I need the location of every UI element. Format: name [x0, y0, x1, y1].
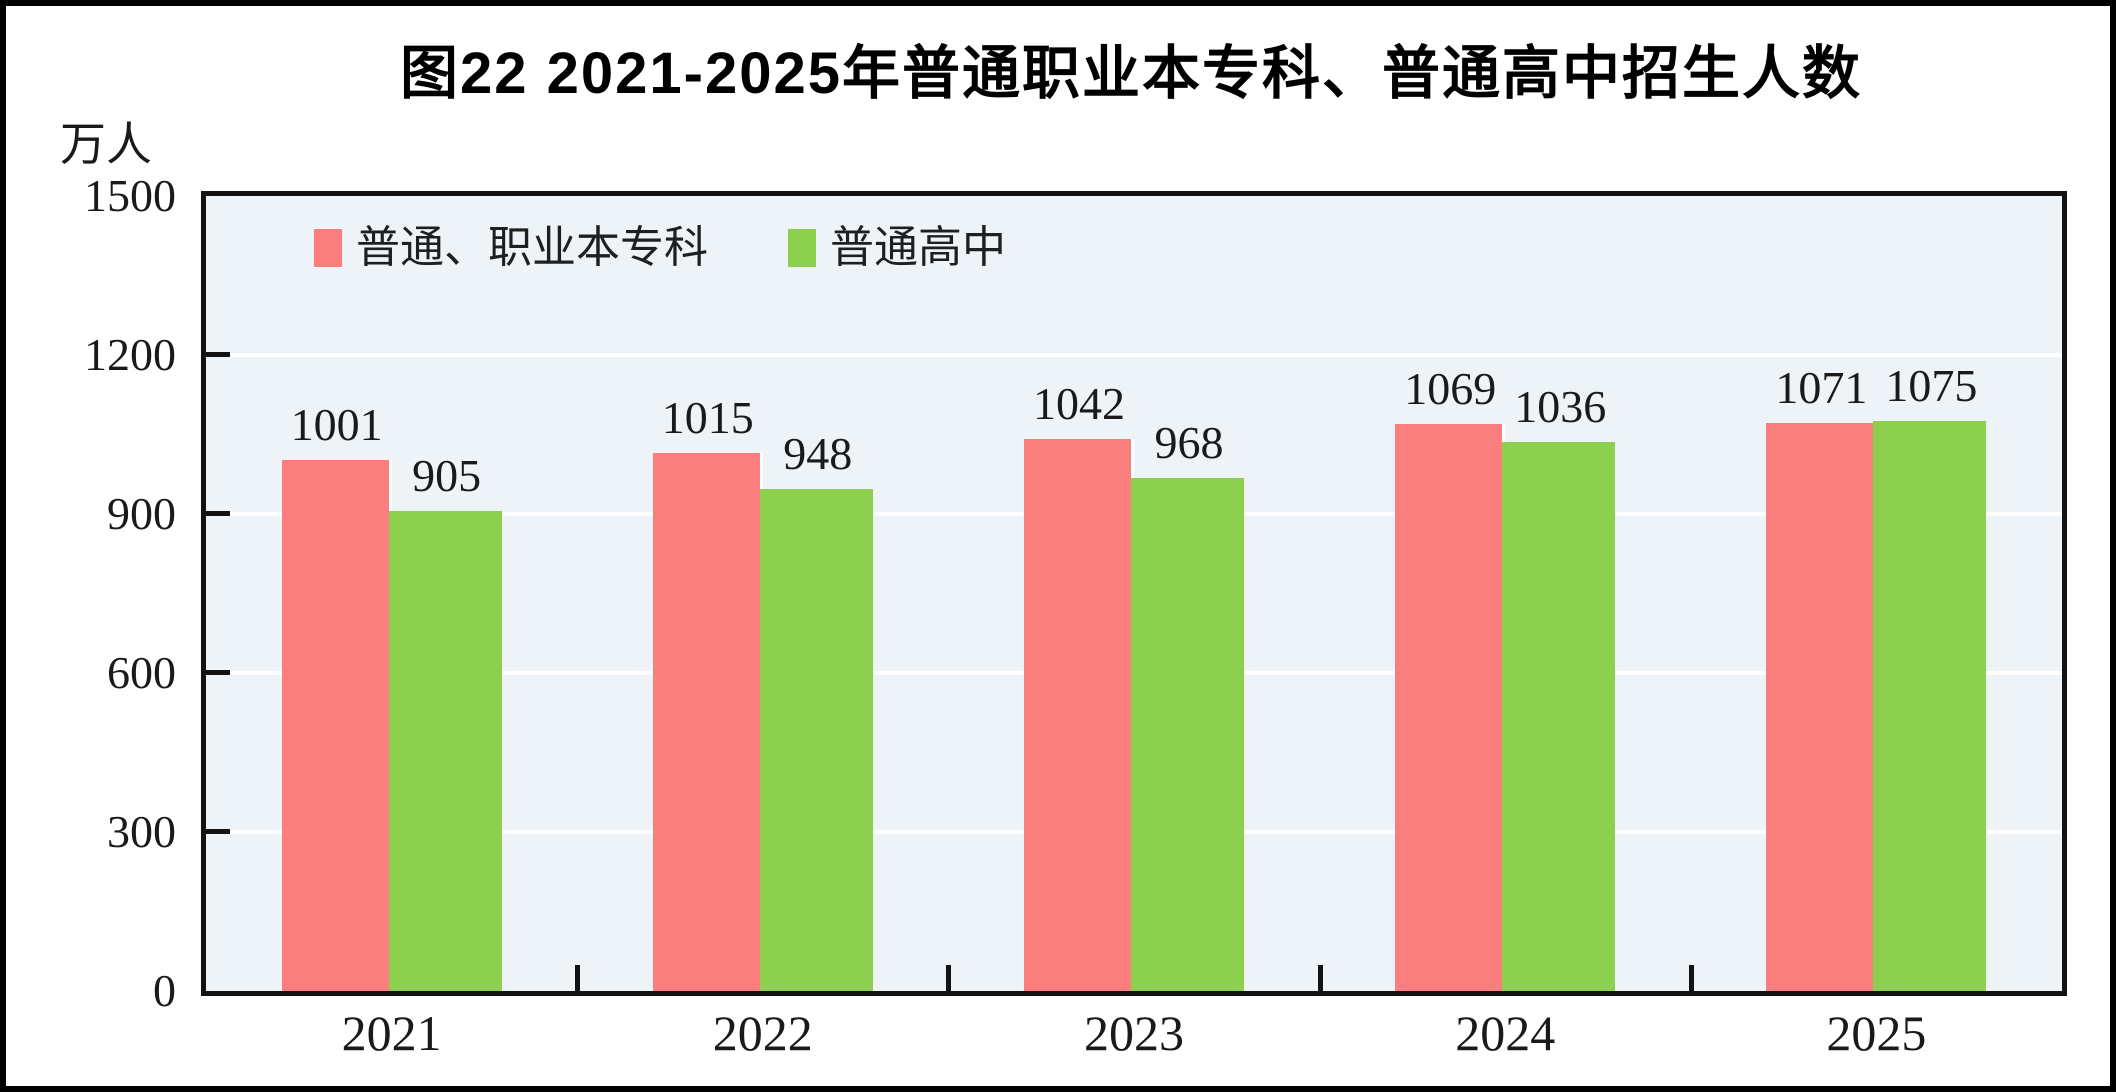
y-axis-tick-label-0: 0: [153, 965, 176, 1016]
bar-2023-series1: [1024, 438, 1134, 991]
y-tick-mark-900: [206, 511, 230, 516]
y-axis-tick-label-900: 900: [107, 488, 176, 539]
y-axis-tick-label-1500: 1500: [84, 170, 176, 221]
y-tick-mark-300: [206, 829, 230, 834]
bar-2022-series2: [759, 488, 873, 991]
y-tick-mark-600: [206, 670, 230, 675]
y-axis-tick-label-1200: 1200: [84, 329, 176, 380]
value-label-2023-series2: 968: [1154, 416, 1224, 468]
legend-item-gaozhong: 普通高中: [788, 226, 1006, 270]
series2-legend-label: 普通高中: [830, 223, 1006, 272]
x-tick-mark-1: [575, 965, 581, 991]
value-label-2025-series1: 1071: [1775, 362, 1868, 414]
gridline-1200: [206, 353, 2062, 357]
y-axis-tick-label-300: 300: [107, 806, 176, 857]
bar-2024-series1: [1395, 424, 1506, 991]
value-label-2022-series2: 948: [783, 427, 853, 479]
bar-2024-series2: [1502, 441, 1616, 991]
bar-2025-series2: [1873, 421, 1987, 991]
bar-2021-series2: [388, 511, 502, 991]
value-label-2021-series2: 905: [412, 450, 482, 502]
bar-2021-series1: [281, 460, 392, 991]
x-tick-mark-2: [946, 965, 952, 991]
x-tick-mark-4: [1688, 965, 1694, 991]
series1-legend-label: 普通、职业本专科: [356, 223, 708, 272]
value-label-2023-series1: 1042: [1033, 377, 1125, 429]
x-axis-label-2021: 2021: [341, 1005, 442, 1061]
value-label-2024-series2: 1036: [1514, 380, 1607, 432]
value-label-2021-series1: 1001: [290, 399, 383, 451]
y-tick-mark-1200: [206, 352, 230, 357]
series2-legend-swatch-icon: [788, 229, 816, 267]
value-label-2025-series2: 1075: [1885, 360, 1978, 412]
x-axis-label-2025: 2025: [1826, 1005, 1927, 1061]
legend-item-benzhuanke: 普通、职业本专科: [314, 226, 708, 270]
y-axis-unit-label: 万人: [60, 119, 152, 170]
plot-area: 普通、职业本专科 普通高中 1001 905 1015 948 1042 968 1069 1…: [201, 191, 2067, 996]
series1-legend-swatch-icon: [314, 229, 342, 267]
x-axis-label-2022: 2022: [712, 1005, 813, 1061]
x-axis-label-2023: 2023: [1084, 1005, 1184, 1061]
bar-2025-series1: [1766, 423, 1877, 991]
value-label-2024-series1: 1069: [1404, 363, 1497, 415]
bar-2022-series1: [652, 453, 763, 991]
bar-2023-series2: [1131, 477, 1244, 991]
value-label-2022-series1: 1015: [661, 392, 754, 444]
x-axis-label-2024: 2024: [1455, 1005, 1556, 1061]
y-axis-tick-label-600: 600: [107, 647, 176, 698]
legend: 普通、职业本专科 普通高中: [314, 226, 1006, 270]
chart-title: 图22 2021-2025年普通职业本专科、普通高中招生人数: [400, 41, 1862, 106]
x-tick-mark-3: [1317, 965, 1323, 991]
